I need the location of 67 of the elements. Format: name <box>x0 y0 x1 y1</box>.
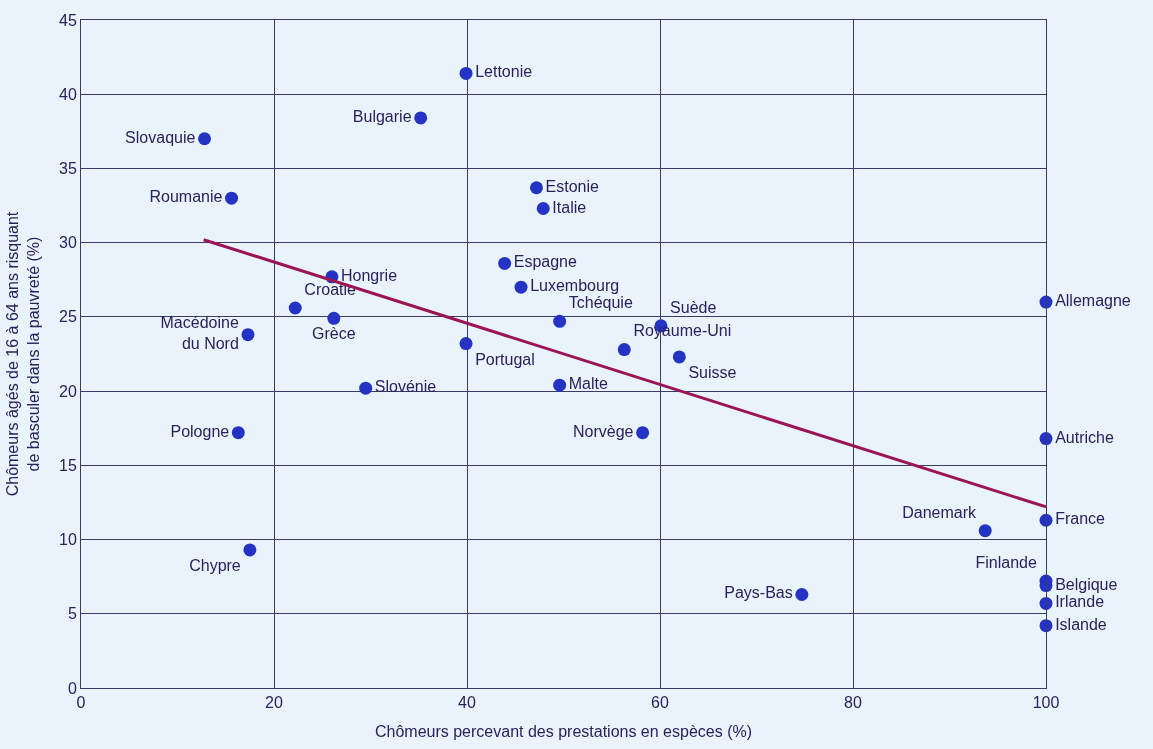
x-tick-label: 100 <box>1032 694 1060 712</box>
point <box>241 328 255 342</box>
series-label: Lettonie <box>475 63 533 81</box>
series-label: Luxembourg <box>530 277 620 295</box>
x-tick-label: 80 <box>844 694 862 712</box>
series-label: Chypre <box>189 557 241 575</box>
series-label: Islande <box>1055 615 1107 633</box>
series-label: Slovaquie <box>125 128 196 146</box>
series-label: Bulgarie <box>352 107 412 125</box>
point <box>795 587 809 601</box>
y-tick-label: 0 <box>67 679 77 697</box>
point <box>198 132 212 146</box>
point <box>225 191 239 205</box>
x-tick-label: 20 <box>265 694 283 712</box>
x-tick-label: 40 <box>458 694 476 712</box>
point <box>231 426 245 440</box>
y-tick-label: 15 <box>59 456 77 474</box>
series-label: Grèce <box>312 325 356 343</box>
series-label: Irlande <box>1055 593 1105 611</box>
y-tick-label: 5 <box>67 605 77 623</box>
point <box>327 311 341 325</box>
series-label: Estonie <box>545 177 600 195</box>
series-label: Norvège <box>573 422 634 440</box>
point <box>553 314 567 328</box>
y-tick-label: 20 <box>59 382 77 400</box>
point <box>288 301 302 315</box>
point <box>529 181 543 195</box>
series-label: Slovénie <box>374 378 437 396</box>
y-tick-label: 40 <box>59 85 77 103</box>
series-label: Danemark <box>902 503 978 521</box>
series-label: Suisse <box>688 364 737 382</box>
series-label: Italie <box>552 198 587 216</box>
series-label: Malte <box>568 375 608 393</box>
series-label: Tchéquie <box>568 294 633 312</box>
point <box>536 202 550 216</box>
series-label: Allemagne <box>1055 292 1131 310</box>
point <box>617 343 631 357</box>
x-axis-title: Chômeurs percevant des prestations en espèces (%) <box>374 722 753 740</box>
series-label: France <box>1055 510 1106 528</box>
x-tick-label: 60 <box>651 694 669 712</box>
point <box>978 524 992 538</box>
y-tick-label: 10 <box>59 531 77 549</box>
y-tick-label: 25 <box>59 308 77 326</box>
point <box>636 426 650 440</box>
point <box>514 280 528 294</box>
y-tick-label: 45 <box>59 11 77 29</box>
y-axis-title: Chômeurs âgés de 16 à 64 ans risquant de basculer dans la pauvreté (%) <box>4 211 42 497</box>
y-tick-label: 35 <box>59 160 77 178</box>
point <box>498 256 512 270</box>
series-label: Autriche <box>1055 428 1114 446</box>
point <box>243 543 257 557</box>
point <box>459 337 473 351</box>
point <box>414 111 428 125</box>
series-label: Pays-Bas <box>724 584 793 602</box>
series-label: Finlande <box>975 553 1037 571</box>
point <box>553 378 567 392</box>
series-label: Roumanie <box>149 188 223 206</box>
point <box>672 350 686 364</box>
point <box>459 66 473 80</box>
series-label: Portugal <box>475 350 535 368</box>
series-label: Belgique <box>1055 575 1118 593</box>
series-label: Suède <box>670 298 717 316</box>
point <box>359 381 373 395</box>
series-label: Espagne <box>513 253 578 271</box>
series-label: Macédoine du Nord <box>160 314 239 353</box>
y-tick-label: 30 <box>59 234 77 252</box>
series-label: Pologne <box>170 422 230 440</box>
